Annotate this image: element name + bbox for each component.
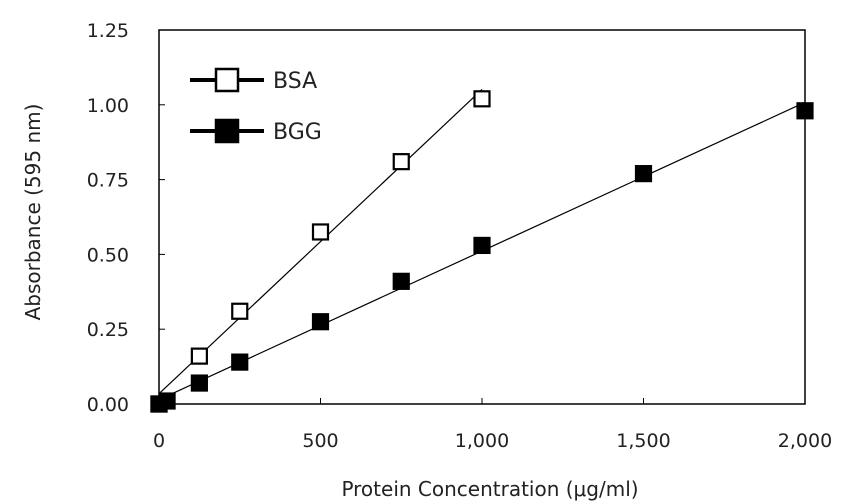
x-tick-label: 0 [153, 430, 165, 452]
x-tick-label: 500 [302, 430, 338, 452]
y-tick-label: 0.75 [87, 170, 129, 192]
bsa-point [231, 302, 249, 320]
x-axis-title: Protein Concentration (μg/ml) [341, 477, 638, 501]
plot-frame [158, 29, 806, 405]
y-tick-label: 1.00 [87, 95, 129, 117]
bgg-point [190, 374, 208, 392]
y-tick-label: 0.00 [87, 394, 129, 416]
legend: BSA BGG [190, 67, 322, 145]
x-tick-label: 1,000 [455, 430, 509, 452]
x-tick-label: 1,500 [616, 430, 670, 452]
y-axis-title: Absorbance (595 nm) [21, 104, 45, 321]
x-tick-label: 2,000 [778, 430, 832, 452]
bgg-point [796, 102, 814, 120]
legend-label: BGG [273, 120, 322, 145]
x-axis: 0 500 1,000 1,500 2,000 [153, 398, 832, 452]
bgg-point [231, 353, 249, 371]
bsa-point [190, 347, 208, 365]
legend-marker [214, 67, 240, 93]
bsa-point [311, 223, 330, 241]
bgg-point [392, 272, 410, 290]
bsa-point [392, 153, 410, 171]
legend-marker [214, 118, 240, 144]
bgg-point [158, 392, 176, 410]
y-axis: 0.00 0.25 0.50 0.75 1.00 1.25 [87, 20, 165, 416]
y-tick-label: 0.50 [87, 244, 129, 266]
bgg-point [311, 313, 330, 331]
y-tick-label: 0.25 [87, 319, 129, 341]
bgg-point [634, 165, 653, 183]
legend-label: BSA [273, 69, 317, 94]
bsa-point [473, 90, 491, 108]
bgg-point [473, 236, 491, 255]
bsa-trendline [158, 89, 483, 395]
y-tick-label: 1.25 [87, 20, 129, 42]
data-markers [150, 90, 814, 413]
